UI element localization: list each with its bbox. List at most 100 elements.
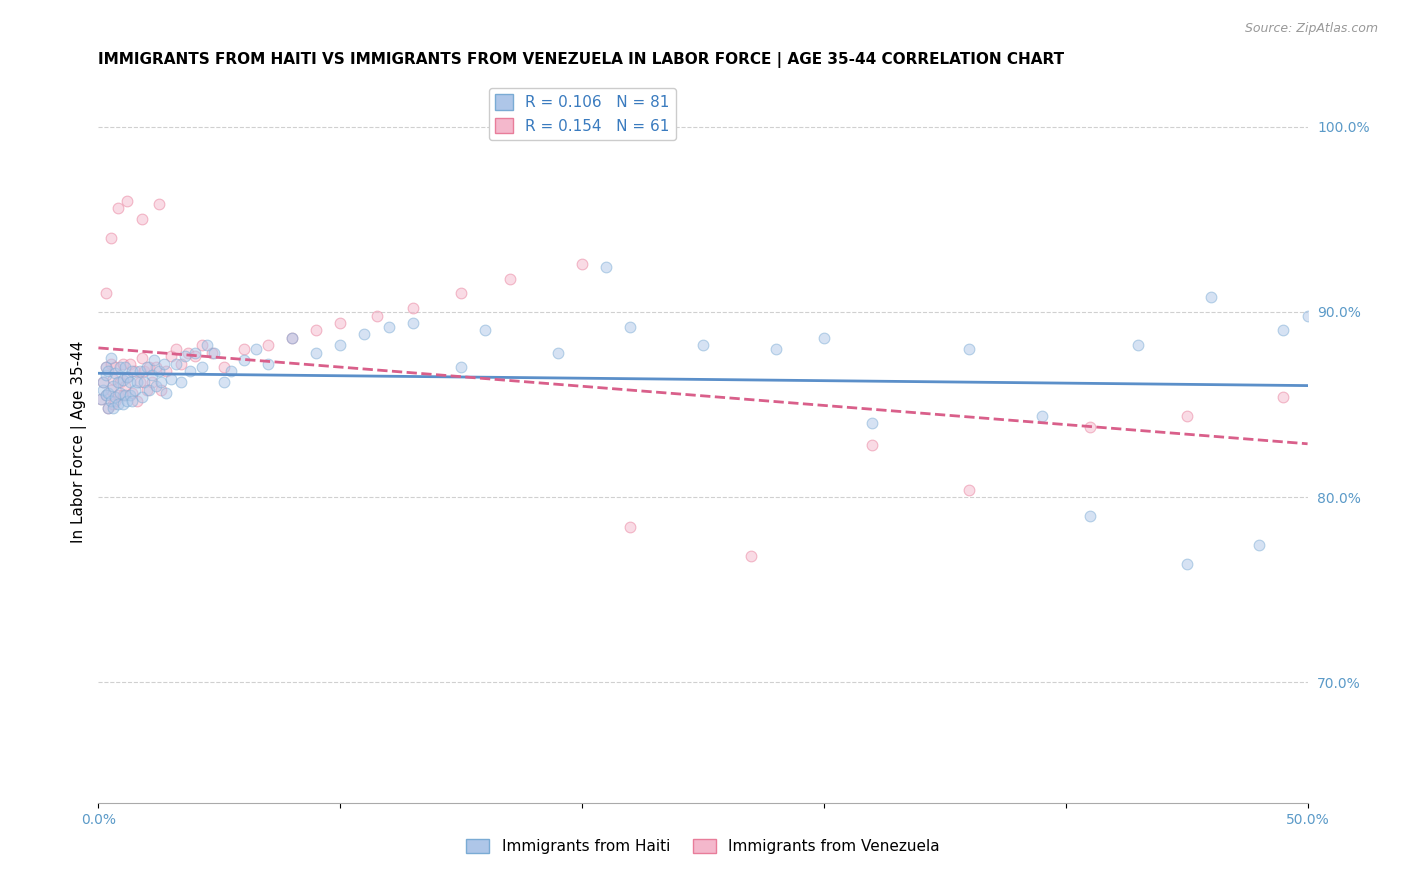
Point [94, 388, 117, 402]
Point [1078, 508, 1101, 523]
Point [94, 388, 117, 402]
Point [377, 319, 399, 334]
Point [127, 376, 149, 390]
Point [107, 376, 129, 390]
Point [245, 342, 267, 356]
Point [402, 301, 425, 315]
Point [135, 360, 157, 375]
Point [1199, 290, 1222, 304]
Point [121, 393, 143, 408]
Point [108, 376, 131, 390]
Point [104, 390, 127, 404]
Point [212, 360, 235, 375]
Point [595, 260, 617, 275]
Point [121, 386, 143, 401]
Point [128, 364, 150, 378]
Point [305, 345, 328, 359]
Point [117, 194, 139, 208]
Point [117, 369, 139, 384]
Point [474, 323, 496, 337]
Point [177, 345, 200, 359]
Point [108, 360, 131, 375]
Point [281, 331, 304, 345]
Point [121, 364, 143, 378]
Point [114, 388, 136, 402]
Point [141, 368, 163, 382]
Point [100, 357, 122, 371]
Point [90, 392, 112, 406]
Point [148, 197, 170, 211]
Point [135, 383, 157, 397]
Legend: Immigrants from Haiti, Immigrants from Venezuela: Immigrants from Haiti, Immigrants from V… [460, 833, 946, 860]
Point [1296, 309, 1319, 323]
Text: IMMIGRANTS FROM HAITI VS IMMIGRANTS FROM VENEZUELA IN LABOR FORCE | AGE 35-44 CO: IMMIGRANTS FROM HAITI VS IMMIGRANTS FROM… [98, 52, 1064, 68]
Point [97, 364, 120, 378]
Point [619, 319, 641, 334]
Point [765, 342, 787, 356]
Point [101, 371, 124, 385]
Point [117, 393, 139, 408]
Point [232, 353, 254, 368]
Point [128, 376, 150, 390]
Point [91, 376, 114, 390]
Point [692, 338, 714, 352]
Point [91, 383, 114, 397]
Point [179, 364, 201, 378]
Y-axis label: In Labor Force | Age 35-44: In Labor Force | Age 35-44 [72, 341, 87, 542]
Point [91, 376, 114, 390]
Point [134, 364, 156, 378]
Point [124, 383, 146, 397]
Point [860, 438, 883, 452]
Point [114, 379, 136, 393]
Point [165, 357, 187, 371]
Point [97, 401, 120, 416]
Point [221, 364, 243, 378]
Point [498, 271, 520, 285]
Point [94, 360, 117, 375]
Point [957, 342, 980, 356]
Point [150, 383, 173, 397]
Point [141, 376, 163, 390]
Point [127, 393, 149, 408]
Point [131, 212, 153, 227]
Point [104, 393, 127, 408]
Point [256, 357, 278, 371]
Point [1272, 323, 1295, 337]
Point [114, 360, 136, 375]
Point [1175, 409, 1198, 423]
Point [366, 309, 388, 323]
Point [104, 360, 127, 375]
Point [101, 397, 124, 411]
Point [101, 379, 124, 393]
Point [100, 393, 122, 408]
Point [1249, 538, 1271, 552]
Point [184, 349, 207, 363]
Point [94, 286, 117, 301]
Point [145, 360, 167, 375]
Point [160, 371, 183, 385]
Point [169, 357, 191, 371]
Point [152, 357, 174, 371]
Point [118, 388, 141, 402]
Point [195, 338, 218, 352]
Point [100, 231, 122, 245]
Point [1078, 419, 1101, 434]
Text: Source: ZipAtlas.com: Source: ZipAtlas.com [1244, 22, 1378, 36]
Point [107, 388, 129, 402]
Point [450, 360, 472, 375]
Point [94, 368, 117, 382]
Point [148, 364, 170, 378]
Point [547, 345, 569, 359]
Point [402, 316, 425, 330]
Point [204, 345, 226, 359]
Point [138, 360, 160, 375]
Point [1128, 338, 1150, 352]
Point [740, 549, 762, 564]
Point [329, 338, 352, 352]
Point [619, 520, 641, 534]
Point [107, 201, 129, 215]
Point [353, 327, 375, 342]
Point [117, 369, 139, 384]
Point [281, 331, 304, 345]
Point [100, 351, 122, 366]
